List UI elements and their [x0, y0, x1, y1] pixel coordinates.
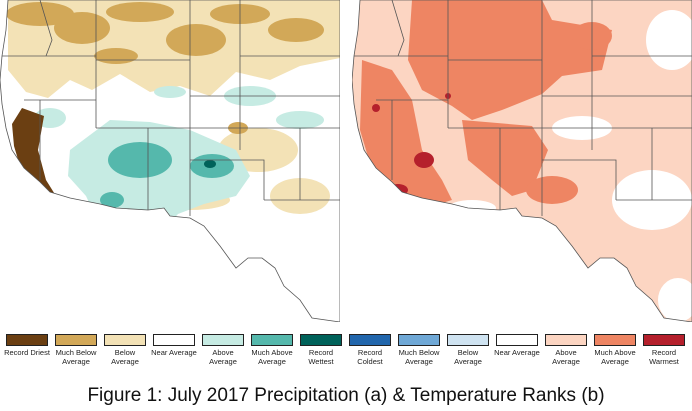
legend: Record Driest Much Below Average Below Ave…: [3, 334, 691, 384]
legend-swatch: [496, 334, 538, 346]
maps-container: [0, 0, 692, 322]
legend-item: Much Above Average: [248, 334, 296, 366]
legend-item: Record Wettest: [297, 334, 345, 366]
legend-swatch: [447, 334, 489, 346]
legend-swatch: [251, 334, 293, 346]
legend-item: Record Coldest: [346, 334, 394, 366]
legend-swatch: [643, 334, 685, 346]
legend-item: Below Average: [444, 334, 492, 366]
legend-swatch: [104, 334, 146, 346]
legend-label: Record Wettest: [308, 348, 334, 366]
legend-swatch: [349, 334, 391, 346]
legend-swatch: [6, 334, 48, 346]
legend-swatch: [55, 334, 97, 346]
figure-caption: Figure 1: July 2017 Precipitation (a) & …: [87, 385, 605, 406]
legend-label: Above Average: [209, 348, 237, 366]
legend-item: Above Average: [542, 334, 590, 366]
precipitation-map: [0, 0, 340, 322]
legend-item: Record Warmest: [640, 334, 688, 366]
legend-swatch: [300, 334, 342, 346]
legend-label: Much Below Average: [55, 348, 97, 366]
legend-item: Much Below Average: [52, 334, 100, 366]
legend-item: Record Driest: [3, 334, 51, 358]
legend-label: Near Average: [151, 348, 197, 357]
legend-swatch: [202, 334, 244, 346]
legend-label: Record Coldest: [357, 348, 383, 366]
legend-label: Much Below Average: [398, 348, 440, 366]
legend-item: Much Below Average: [395, 334, 443, 366]
legend-label: Much Above Average: [594, 348, 636, 366]
temperature-map: [352, 0, 692, 322]
legend-item: Above Average: [199, 334, 247, 366]
legend-label: Record Driest: [4, 348, 50, 357]
legend-swatch: [594, 334, 636, 346]
legend-item: Below Average: [101, 334, 149, 366]
precip-record-dry: [12, 108, 56, 198]
legend-item: Near Average: [493, 334, 541, 358]
legend-label: Much Above Average: [251, 348, 293, 366]
legend-label: Below Average: [454, 348, 482, 366]
legend-swatch: [398, 334, 440, 346]
legend-label: Near Average: [494, 348, 540, 357]
legend-swatch: [153, 334, 195, 346]
legend-swatch: [545, 334, 587, 346]
legend-label: Below Average: [111, 348, 139, 366]
legend-label: Record Warmest: [649, 348, 679, 366]
legend-label: Above Average: [552, 348, 580, 366]
legend-item: Much Above Average: [591, 334, 639, 366]
legend-item: Near Average: [150, 334, 198, 358]
